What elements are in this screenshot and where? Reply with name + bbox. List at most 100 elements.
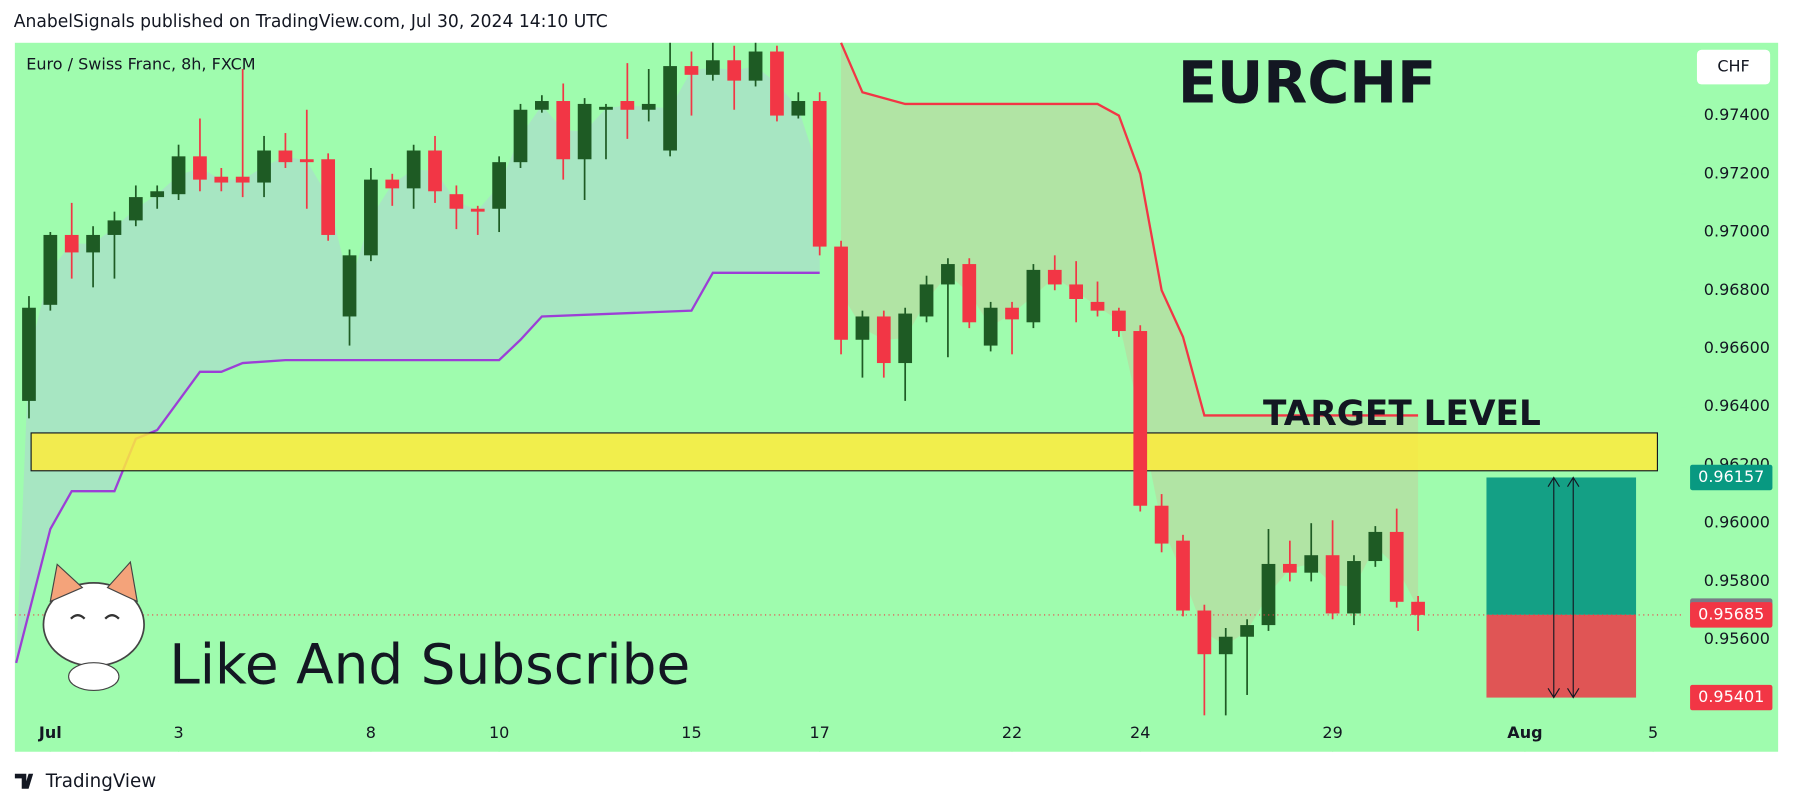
candle-body <box>641 103 656 110</box>
candle-body <box>962 264 977 323</box>
header: AnabelSignals published on TradingView.c… <box>14 12 608 32</box>
position-loss <box>1486 614 1637 698</box>
candle-body <box>406 150 421 189</box>
candle-body <box>1154 505 1169 544</box>
x-tick-label: 5 <box>1648 723 1658 742</box>
y-tick-label: 0.97200 <box>1704 163 1770 182</box>
candle-body <box>855 316 870 340</box>
price-label: 0.95401 <box>1698 687 1764 706</box>
candle-body <box>492 162 506 209</box>
target-zone <box>30 432 1659 472</box>
x-tick-label: 17 <box>810 723 830 742</box>
logo: TradingView <box>14 771 156 792</box>
candle-body <box>86 234 100 253</box>
candle-body <box>919 284 934 317</box>
y-tick-label: 0.96800 <box>1704 280 1770 299</box>
price-label: 0.95685 <box>1698 604 1764 623</box>
footer: TradingView <box>45 771 156 792</box>
annotation: Like And Subscribe <box>169 633 690 697</box>
candle-body <box>535 101 549 110</box>
x-tick-label: 15 <box>681 723 701 742</box>
candle-body <box>663 66 677 151</box>
candle-body <box>791 101 806 116</box>
candle-body <box>214 176 229 183</box>
candle-body <box>556 101 571 160</box>
candle-body <box>983 307 998 346</box>
candle-body <box>876 316 891 364</box>
position-arrow <box>1547 476 1560 699</box>
candle-body <box>43 234 58 305</box>
currency: CHF <box>1717 57 1749 76</box>
y-tick-label: 0.95800 <box>1704 571 1770 590</box>
candle-body <box>64 234 79 253</box>
sticker-body <box>68 662 120 692</box>
candle-body <box>1090 301 1105 311</box>
candle-body <box>577 103 592 160</box>
position-profit <box>1486 477 1637 615</box>
candle-body <box>470 208 485 212</box>
price-label-box <box>1690 602 1773 628</box>
candle-body <box>599 106 613 110</box>
zone-label: TARGET LEVEL <box>1263 394 1541 434</box>
plot: 0.956000.958000.960000.962000.964000.966… <box>14 42 1773 752</box>
candle-body <box>299 159 314 163</box>
sticker-eyes <box>70 614 120 620</box>
candle-body <box>941 264 955 285</box>
candle-body <box>834 246 848 340</box>
price-label: 0.96157 <box>1698 467 1764 486</box>
indicator-line <box>15 271 820 664</box>
indicator-line <box>840 42 1419 417</box>
candle-body <box>1325 555 1340 614</box>
x-tick-label: 22 <box>1002 723 1022 742</box>
candle-body <box>235 176 250 183</box>
candle-body <box>385 179 400 189</box>
candle-body <box>1112 310 1126 332</box>
candle-body <box>1133 331 1148 506</box>
candle-body <box>770 51 784 116</box>
candle-body <box>684 66 699 75</box>
candle-body <box>513 109 528 163</box>
y-tick-label: 0.96600 <box>1704 338 1770 357</box>
candle-body <box>193 156 207 180</box>
x-tick-label: 8 <box>366 723 376 742</box>
y-tick-label: 0.97400 <box>1704 105 1770 124</box>
x-tick-label: Jul <box>38 723 62 742</box>
candle-body <box>171 156 186 195</box>
candle-body <box>1218 636 1233 655</box>
x-tick-label: 10 <box>489 723 509 742</box>
candle-body <box>1261 563 1276 626</box>
sticker <box>42 560 145 692</box>
y-tick-label: 0.96000 <box>1704 513 1770 532</box>
candle-body <box>22 307 36 401</box>
candle-body <box>342 255 357 317</box>
candle-body <box>321 159 336 235</box>
logo-mark <box>14 773 34 789</box>
candle-body <box>1005 307 1019 320</box>
candle-body <box>107 220 122 235</box>
candle-body <box>1347 561 1361 614</box>
candle-body <box>278 150 293 163</box>
subtitle: Euro / Swiss Franc, 8h, FXCM <box>26 54 255 73</box>
x-tick-label: 29 <box>1322 723 1342 742</box>
candle-body <box>1197 610 1212 655</box>
candle-body <box>727 60 742 81</box>
indicator-fill <box>841 42 1419 646</box>
price-label-box <box>1690 684 1773 711</box>
sticker-ear <box>106 560 138 603</box>
candle-body <box>1282 563 1297 573</box>
x-tick-label: Aug <box>1507 723 1542 742</box>
indicator-fill <box>16 66 820 663</box>
sticker-ear <box>49 563 84 603</box>
candle-body <box>705 60 720 75</box>
price-label-box <box>1690 464 1773 491</box>
candle-body <box>1368 531 1383 562</box>
candle-body <box>1389 531 1404 602</box>
candle-body <box>1026 269 1041 323</box>
position-arrow <box>1567 476 1580 699</box>
candle-body <box>748 51 763 81</box>
candle-body <box>428 150 442 192</box>
candle-body <box>620 101 635 110</box>
x-tick-label: 3 <box>173 723 183 742</box>
